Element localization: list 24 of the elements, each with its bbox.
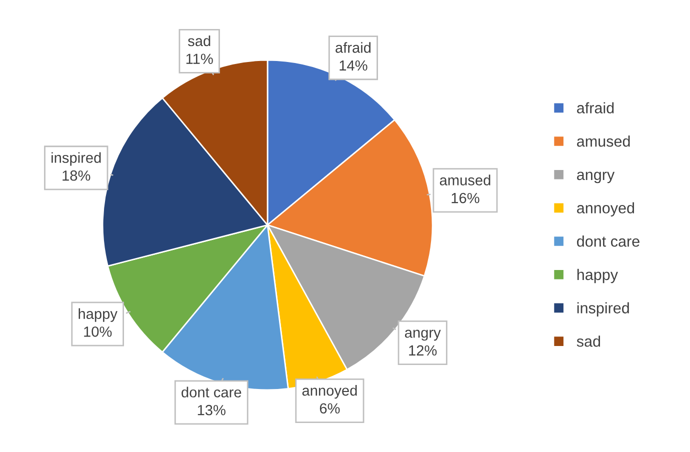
data-label: 10% xyxy=(84,326,112,337)
data-label: 12% xyxy=(409,345,437,356)
data-label: 14% xyxy=(340,60,368,71)
legend-label: happy xyxy=(577,268,618,284)
legend-label: afraid xyxy=(577,102,614,114)
slice-label: happy xyxy=(78,308,118,322)
slice-label: annoyed xyxy=(302,385,357,399)
legend-label: sad xyxy=(576,336,600,347)
legend-label: annoyed xyxy=(577,202,634,216)
slice-label: amused xyxy=(440,174,490,186)
legend-label: angry xyxy=(577,172,615,184)
data-label: 6% xyxy=(320,403,340,414)
data-label: 16% xyxy=(452,192,480,204)
data-label: 18% xyxy=(62,170,90,181)
slice-label: sad xyxy=(188,35,210,46)
legend-label: inspired xyxy=(577,302,629,316)
slice-label: afraid xyxy=(336,42,371,53)
slice-label: inspired xyxy=(52,152,101,166)
legend-label: amused xyxy=(577,136,630,147)
slice-label: dont care xyxy=(182,386,242,398)
data-label: 13% xyxy=(198,404,226,416)
legend-label: dont care xyxy=(577,236,640,247)
slice-label: angry xyxy=(404,330,441,341)
data-label: 11% xyxy=(186,54,213,64)
